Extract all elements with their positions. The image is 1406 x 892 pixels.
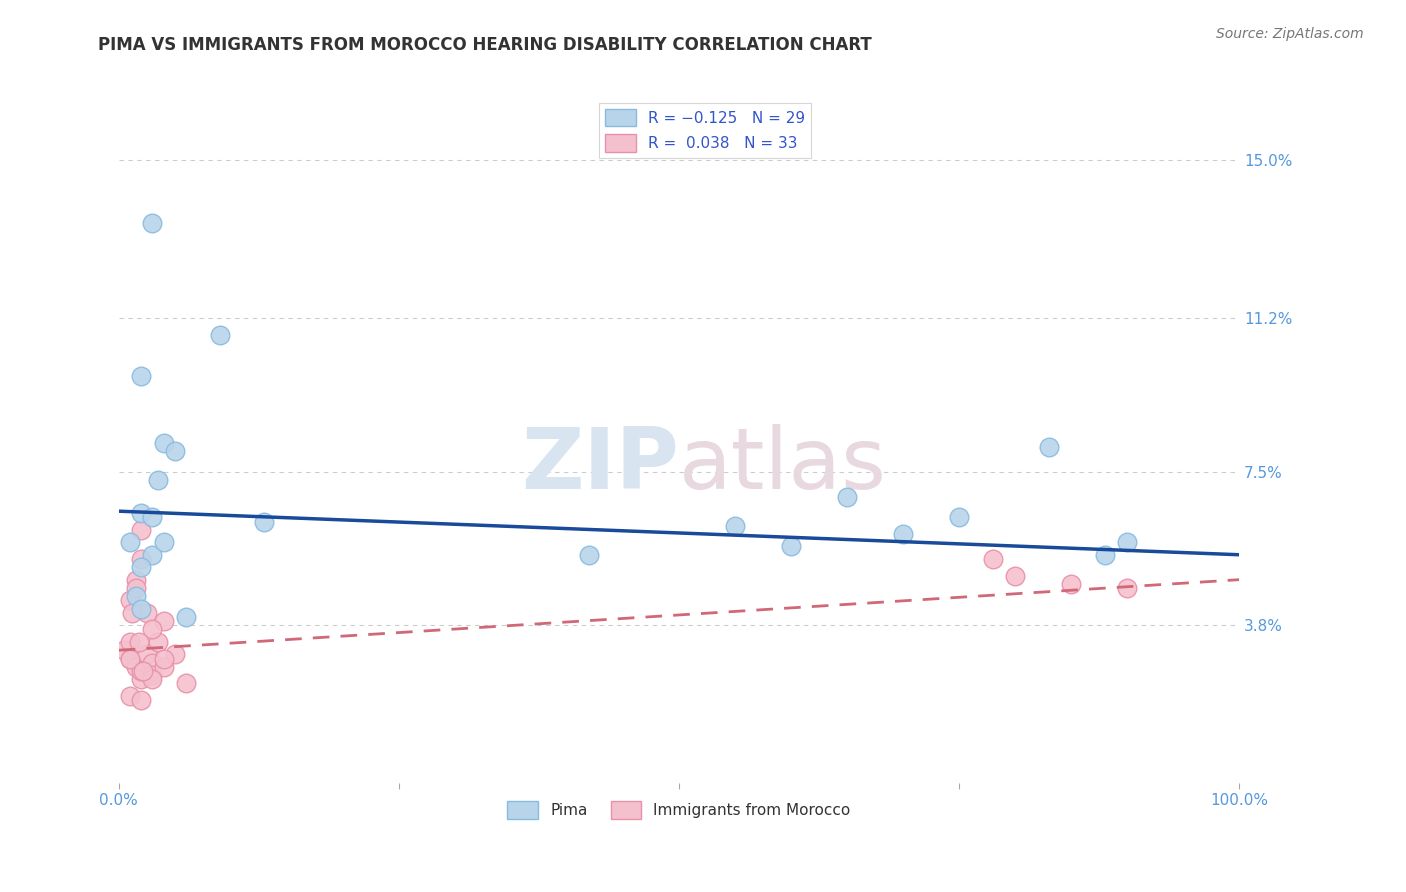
Point	[124, 581, 146, 595]
Point	[141, 510, 163, 524]
Point	[1060, 576, 1083, 591]
Point	[141, 623, 163, 637]
Point	[112, 643, 135, 657]
Point	[948, 510, 970, 524]
Point	[121, 606, 143, 620]
Point	[141, 656, 163, 670]
Legend: Pima, Immigrants from Morocco: Pima, Immigrants from Morocco	[502, 795, 856, 825]
Point	[891, 527, 914, 541]
Point	[118, 651, 141, 665]
Point	[253, 515, 276, 529]
Point	[578, 548, 600, 562]
Point	[129, 673, 152, 687]
Point	[724, 518, 747, 533]
Point	[1038, 440, 1060, 454]
Point	[118, 593, 141, 607]
Point	[128, 635, 150, 649]
Point	[118, 635, 141, 649]
Point	[141, 216, 163, 230]
Point	[129, 552, 152, 566]
Point	[124, 660, 146, 674]
Point	[163, 648, 186, 662]
Point	[129, 601, 152, 615]
Point	[124, 573, 146, 587]
Text: PIMA VS IMMIGRANTS FROM MOROCCO HEARING DISABILITY CORRELATION CHART: PIMA VS IMMIGRANTS FROM MOROCCO HEARING …	[98, 36, 872, 54]
Point	[1116, 535, 1139, 549]
Point	[152, 651, 174, 665]
Point	[118, 651, 141, 665]
Point	[981, 552, 1004, 566]
Point	[1116, 581, 1139, 595]
Point	[129, 693, 152, 707]
Point	[146, 635, 169, 649]
Point	[141, 668, 163, 682]
Point	[152, 435, 174, 450]
Point	[129, 506, 152, 520]
Point	[135, 648, 157, 662]
Point	[208, 327, 231, 342]
Point	[780, 540, 803, 554]
Point	[135, 606, 157, 620]
Point	[152, 535, 174, 549]
Point	[132, 664, 155, 678]
Point	[152, 614, 174, 628]
Point	[129, 369, 152, 384]
Text: ZIP: ZIP	[522, 424, 679, 507]
Point	[152, 660, 174, 674]
Point	[1094, 548, 1116, 562]
Point	[837, 490, 859, 504]
Point	[141, 548, 163, 562]
Point	[146, 473, 169, 487]
Point	[129, 664, 152, 678]
Point	[118, 535, 141, 549]
Text: atlas: atlas	[679, 424, 887, 507]
Text: Source: ZipAtlas.com: Source: ZipAtlas.com	[1216, 27, 1364, 41]
Point	[174, 676, 197, 690]
Point	[129, 560, 152, 574]
Point	[129, 523, 152, 537]
Point	[1004, 568, 1026, 582]
Point	[118, 689, 141, 703]
Point	[174, 610, 197, 624]
Point	[141, 673, 163, 687]
Point	[124, 589, 146, 603]
Point	[163, 444, 186, 458]
